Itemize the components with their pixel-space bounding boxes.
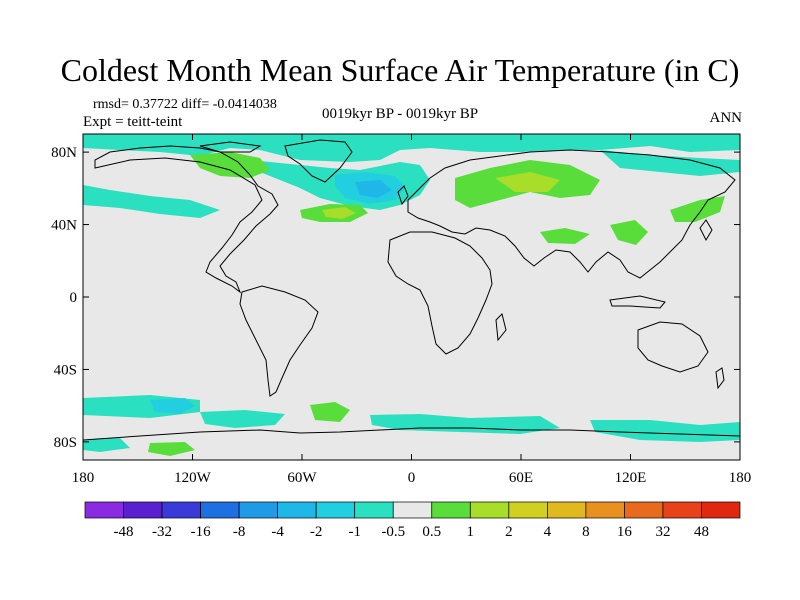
- lat-tick-label: 80S: [54, 435, 77, 451]
- coastlines: [83, 139, 740, 441]
- arctic-negative-region: [83, 134, 740, 162]
- colorbar-label: 48: [694, 524, 709, 540]
- atlantic-positive-core: [322, 207, 356, 219]
- colorbar-label: 16: [617, 524, 633, 540]
- colorbar-label: -4: [271, 524, 284, 540]
- colorbar-swatch: [508, 501, 548, 519]
- axis-ticks: 80N 40N 0 40S 80S 180 120W 60W 0 60E 120E 180: [51, 134, 751, 486]
- indonesia-coast: [609, 295, 666, 309]
- colorbar-swatch: [547, 501, 587, 519]
- lon-tick-label: 180: [72, 470, 95, 486]
- colorbar-swatch: [392, 501, 433, 519]
- colorbar-label: -1: [348, 524, 361, 540]
- north-america-coast: [94, 145, 279, 294]
- southern-ocean-negative-3: [370, 414, 560, 434]
- lat-tick-label: 40N: [51, 218, 77, 234]
- central-asia-positive-region: [540, 228, 590, 244]
- southern-ocean-negative-core: [150, 398, 195, 414]
- colorbar-swatch: [354, 501, 394, 519]
- siberia-negative-region: [600, 150, 740, 176]
- stats-label: rmsd= 0.37722 diff= -0.0414038: [93, 97, 277, 112]
- period-label: 0019kyr BP - 0019kyr BP: [321, 106, 479, 122]
- colorbar-label: 1: [467, 524, 475, 540]
- north-pacific-negative-region: [83, 185, 220, 218]
- antarctic-negative-region: [83, 438, 130, 452]
- southern-ocean-negative-4: [590, 420, 740, 442]
- colorbar-swatch: [469, 501, 510, 519]
- madagascar-coast: [495, 313, 507, 342]
- season-label: ANN: [709, 110, 743, 126]
- north-atlantic-minimum: [355, 180, 392, 198]
- colorbar-swatch: [624, 501, 664, 519]
- china-positive-region: [610, 220, 648, 245]
- lon-tick-label: 0: [408, 470, 416, 486]
- lon-tick-label: 120E: [615, 470, 647, 486]
- anomaly-shading: [83, 134, 740, 456]
- colorbar-label: -8: [233, 524, 246, 540]
- colorbar-swatch: [701, 501, 741, 519]
- east-asia-positive-region: [670, 196, 725, 222]
- colorbar-label: -2: [310, 524, 323, 540]
- colorbar-swatch: [200, 501, 240, 519]
- new-zealand-coast: [715, 367, 725, 390]
- colorbar: -48 -32 -16 -8 -4 -2 -1 -0.5 0.5 1 2 4 8 16 32 48: [84, 501, 741, 540]
- lon-tick-label: 180: [729, 470, 752, 486]
- lat-tick-label: 0: [70, 290, 78, 306]
- colorbar-swatch: [585, 501, 625, 519]
- lat-tick-label: 40S: [54, 362, 77, 378]
- lon-tick-label: 60W: [287, 470, 317, 486]
- colorbar-label: 0.5: [422, 524, 441, 540]
- lon-tick-label: 60E: [509, 470, 533, 486]
- colorbar-swatch: [123, 501, 163, 519]
- colorbar-label: 2: [505, 524, 513, 540]
- antarctica-coast: [83, 427, 740, 441]
- colorbar-swatch: [431, 501, 471, 519]
- antarctic-positive-region: [148, 442, 195, 456]
- eurasia-coast: [407, 149, 736, 279]
- lat-tick-label: 80N: [51, 145, 77, 161]
- colorbar-label: -16: [191, 524, 211, 540]
- plot-title: Coldest Month Mean Surface Air Temperatu…: [60, 52, 740, 88]
- lon-tick-label: 120W: [174, 470, 212, 486]
- colorbar-label: 32: [655, 524, 670, 540]
- colorbar-swatch: [315, 501, 356, 519]
- japan-coast: [699, 219, 713, 242]
- uk-coast: [397, 185, 409, 206]
- canada-positive-region: [190, 152, 270, 178]
- colorbar-swatch: [662, 501, 702, 519]
- colorbar-label: 4: [544, 524, 552, 540]
- southern-ocean-negative-2: [200, 410, 285, 428]
- colorbar-swatch: [277, 501, 317, 519]
- eurasia-positive-core: [495, 172, 560, 192]
- greenland-coast: [284, 139, 353, 183]
- colorbar-label: -48: [114, 524, 134, 540]
- colorbar-label: -0.5: [381, 524, 405, 540]
- colorbar-label: 8: [582, 524, 590, 540]
- colorbar-swatch: [84, 501, 124, 519]
- africa-coast: [387, 231, 493, 355]
- australia-coast: [637, 321, 709, 373]
- colorbar-swatch: [161, 501, 201, 519]
- south-america-coast: [239, 285, 319, 397]
- experiment-label: Expt = teitt-teint: [83, 114, 183, 130]
- arctic-islands-coast: [199, 141, 262, 153]
- colorbar-label: -32: [152, 524, 172, 540]
- colorbar-swatch: [238, 501, 278, 519]
- south-atlantic-positive-region: [310, 402, 350, 422]
